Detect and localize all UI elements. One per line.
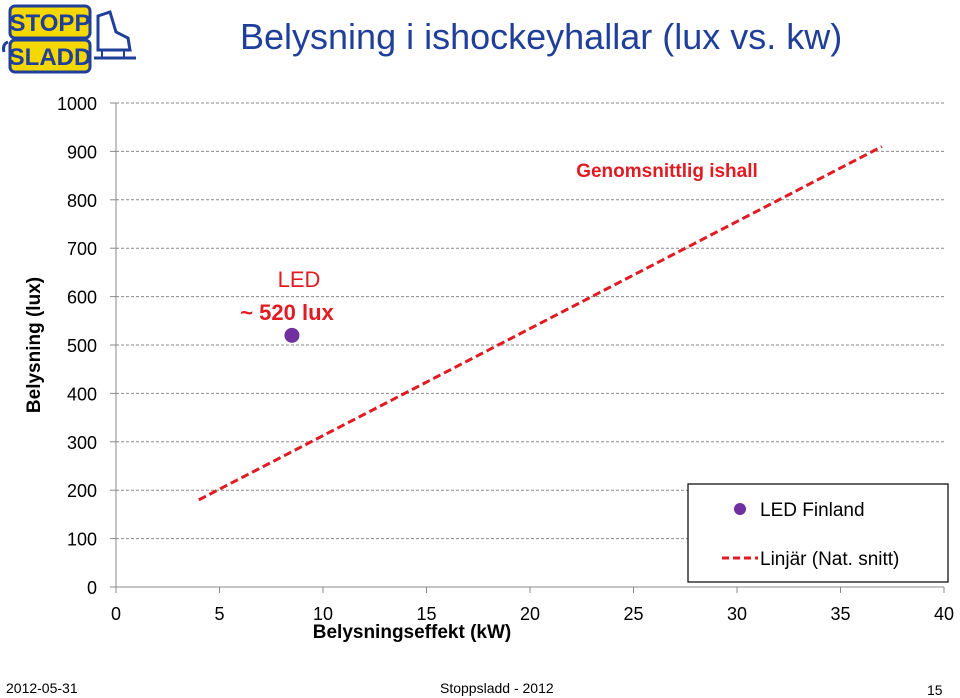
- y-tick-label: 1000: [57, 94, 97, 114]
- footer-date: 2012-05-31: [6, 680, 78, 696]
- x-tick-labels: 0 5 10 15 20 25 30 35 40: [111, 604, 954, 624]
- stoppsladd-logo: STOPP SLADD: [2, 2, 140, 82]
- legend: LED Finland Linjär (Nat. snitt): [687, 483, 949, 583]
- x-tick-label: 0: [111, 604, 121, 624]
- x-tick-label: 35: [830, 604, 850, 624]
- page-number: 15: [927, 682, 943, 698]
- x-tick-label: 25: [623, 604, 643, 624]
- led-annotation-value: ~ 520 lux: [240, 300, 334, 325]
- led-data-point: [284, 327, 300, 343]
- y-tick-label: 300: [67, 433, 97, 453]
- x-tick-label: 15: [416, 604, 436, 624]
- svg-text:STOPP: STOPP: [10, 10, 91, 37]
- skate-plug-logo-icon: [2, 10, 136, 60]
- y-tick-label: 0: [87, 578, 97, 598]
- trend-annotation: Genomsnittlig ishall: [576, 161, 758, 182]
- x-tick-label: 30: [727, 604, 747, 624]
- data-series: [198, 145, 883, 502]
- y-tick-label: 400: [67, 384, 97, 404]
- x-tick-label: 5: [214, 604, 224, 624]
- y-tick-label: 800: [67, 191, 97, 211]
- y-tick-label: 700: [67, 239, 97, 259]
- legend-led-label: LED Finland: [760, 500, 865, 521]
- x-axis-label: Belysningseffekt (kW): [313, 622, 511, 643]
- axes: [110, 102, 945, 593]
- legend-trend-label: Linjär (Nat. snitt): [760, 549, 899, 570]
- y-tick-labels: 0 100 200 300 400 500 600 700 800 900 1000: [57, 94, 97, 598]
- legend-led-marker: [734, 503, 746, 515]
- x-tick-label: 40: [934, 604, 954, 624]
- y-tick-label: 200: [67, 481, 97, 501]
- footer-company: Stoppsladd - 2012: [440, 680, 554, 696]
- x-tick-label: 20: [520, 604, 540, 624]
- y-tick-label: 100: [67, 530, 97, 550]
- y-axis-label: Belysning (lux): [24, 277, 45, 413]
- trend-line: [198, 145, 883, 502]
- slide-title: Belysning i ishockeyhallar (lux vs. kw): [240, 16, 843, 57]
- led-annotation-title: LED: [278, 267, 321, 292]
- x-tick-label: 10: [313, 604, 333, 624]
- svg-text:SLADD: SLADD: [9, 44, 92, 71]
- y-tick-label: 900: [67, 142, 97, 162]
- y-tick-label: 600: [67, 288, 97, 308]
- y-tick-label: 500: [67, 336, 97, 356]
